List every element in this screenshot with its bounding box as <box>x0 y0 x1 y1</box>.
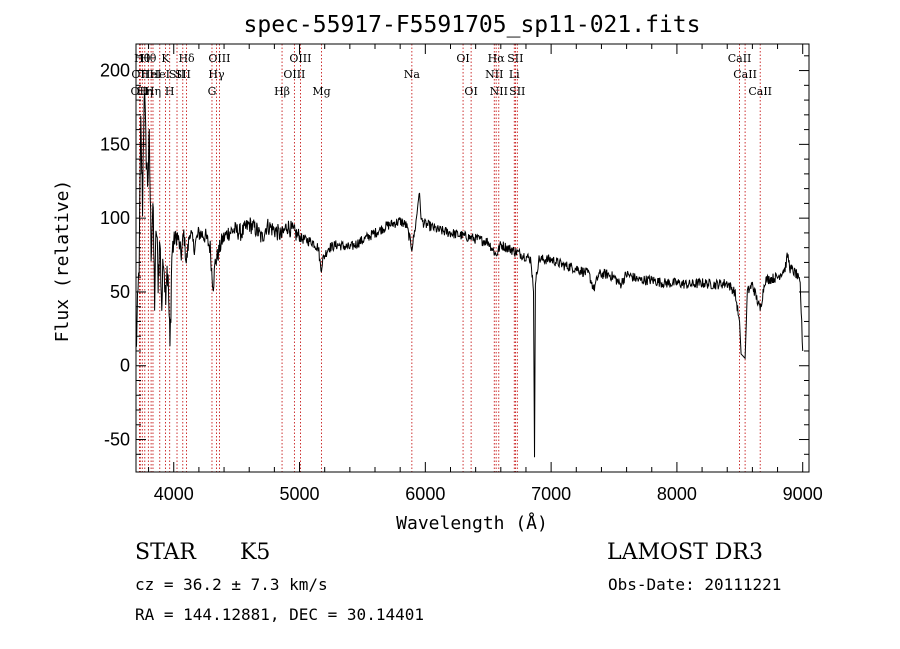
line-label: OIII <box>283 68 305 81</box>
line-label: Na <box>404 68 421 81</box>
line-markers <box>138 44 761 472</box>
line-label: SII <box>509 85 525 98</box>
plot-frame <box>135 43 810 473</box>
line-label: OIII <box>289 52 311 65</box>
x-tick-label: 5000 <box>280 484 320 504</box>
spectrum-line <box>135 93 804 458</box>
line-label: Hα <box>488 52 506 65</box>
x-tick-label: 7000 <box>531 484 571 504</box>
line-label: CaII <box>728 52 752 65</box>
line-label: OII <box>131 85 149 98</box>
line-label: OI <box>456 52 469 65</box>
line-label: SII <box>175 68 191 81</box>
y-axis-ticks: -50 0 50 100 150 200 <box>100 55 809 455</box>
line-label: Hβ <box>274 85 290 98</box>
x-tick-label: 8000 <box>657 484 697 504</box>
line-label: NII <box>485 68 503 81</box>
line-label: Mg <box>312 85 330 98</box>
y-tick-label: -50 <box>104 430 130 450</box>
line-label: K <box>161 52 170 65</box>
line-label: Li <box>509 68 520 81</box>
x-tick-label: 4000 <box>154 484 194 504</box>
y-tick-label: 0 <box>120 356 130 376</box>
y-tick-label: 200 <box>100 61 130 81</box>
line-label: OIII <box>208 52 230 65</box>
line-label: Hγ <box>208 68 225 81</box>
line-label: H <box>165 85 175 98</box>
x-tick-label: 9000 <box>783 484 823 504</box>
y-tick-label: 100 <box>100 208 130 228</box>
line-label: G <box>208 85 217 98</box>
line-label: Hθ <box>134 52 151 65</box>
x-axis-label: Wavelength (Å) <box>396 512 548 534</box>
y-tick-label: 50 <box>110 282 130 302</box>
object-subclass: K5 <box>240 540 271 565</box>
obs-date-text: Obs-Date: 20111221 <box>608 575 782 594</box>
x-tick-label: 6000 <box>405 484 445 504</box>
line-label: Hη <box>137 85 153 98</box>
survey-name: LAMOST DR3 <box>607 540 763 565</box>
line-label: SII <box>169 68 185 81</box>
chart-title: spec-55917-F5591705_sp11-021.fits <box>244 12 701 38</box>
y-axis-label: Flux (relative) <box>52 180 73 343</box>
y-tick-label: 150 <box>100 134 130 154</box>
coordinates-text: RA = 144.12881, DEC = 30.14401 <box>135 605 424 624</box>
line-labels: OIIOIIHθHηHθHeIHηHeIKHSIISIIHδGHγOIIIHβO… <box>131 52 772 98</box>
redshift-text: cz = 36.2 ± 7.3 km/s <box>135 575 328 594</box>
x-axis-ticks: 4000 5000 6000 7000 8000 9000 <box>148 44 823 504</box>
line-label: SII <box>507 52 523 65</box>
object-class: STAR <box>135 540 196 565</box>
line-label: Hθ <box>140 52 157 65</box>
line-label: Hη <box>145 85 161 98</box>
line-label: HeI <box>141 68 161 81</box>
line-label: CaII <box>733 68 757 81</box>
line-label: NII <box>490 85 508 98</box>
line-label: OI <box>464 85 477 98</box>
line-label: Hδ <box>178 52 195 65</box>
line-label: CaII <box>748 85 772 98</box>
line-label: HeI <box>150 68 170 81</box>
